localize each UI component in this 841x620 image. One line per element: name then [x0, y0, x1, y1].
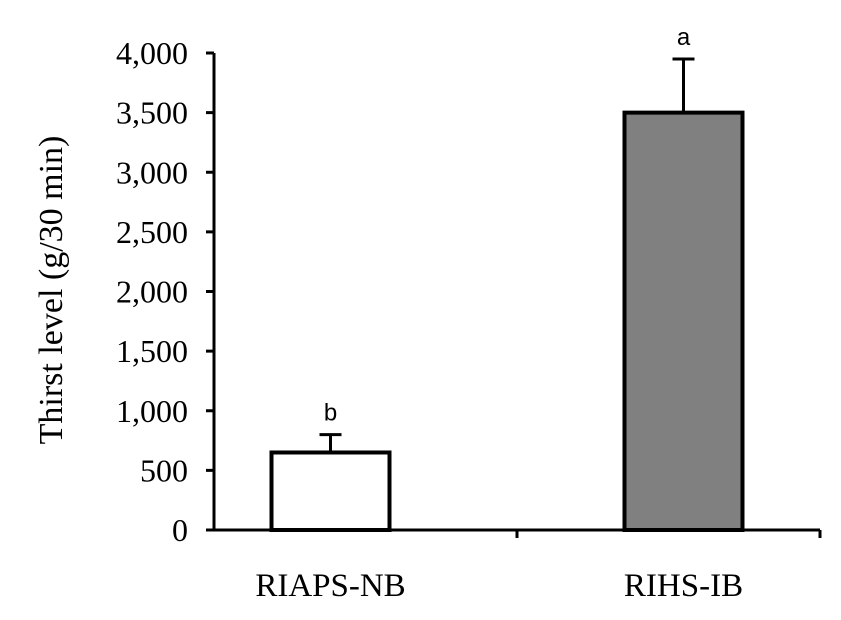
bar	[622, 110, 745, 532]
y-tick-label: 1,500	[116, 333, 188, 369]
y-axis-title: Thirst level (g/30 min)	[33, 136, 70, 445]
y-tick-label: 2,000	[116, 274, 188, 310]
y-tick-label: 4,000	[116, 35, 188, 71]
y-tick-label: 2,500	[116, 214, 188, 250]
y-tick-label: 500	[140, 452, 188, 488]
significance-label: a	[677, 24, 691, 51]
x-category-label: RIAPS-NB	[255, 568, 405, 604]
y-tick-label: 3,500	[116, 95, 188, 131]
plot-area: 0 500 1,000 1,500 2,000 2,500 3,000 3,500 4,000 b…	[116, 24, 822, 604]
y-tick-label: 1,000	[116, 393, 188, 429]
y-tick-label: 3,000	[116, 154, 188, 190]
y-tick-label: 0	[172, 512, 188, 548]
x-category-label: RIHS-IB	[624, 568, 743, 604]
bar	[269, 450, 392, 532]
significance-label: b	[324, 400, 337, 427]
